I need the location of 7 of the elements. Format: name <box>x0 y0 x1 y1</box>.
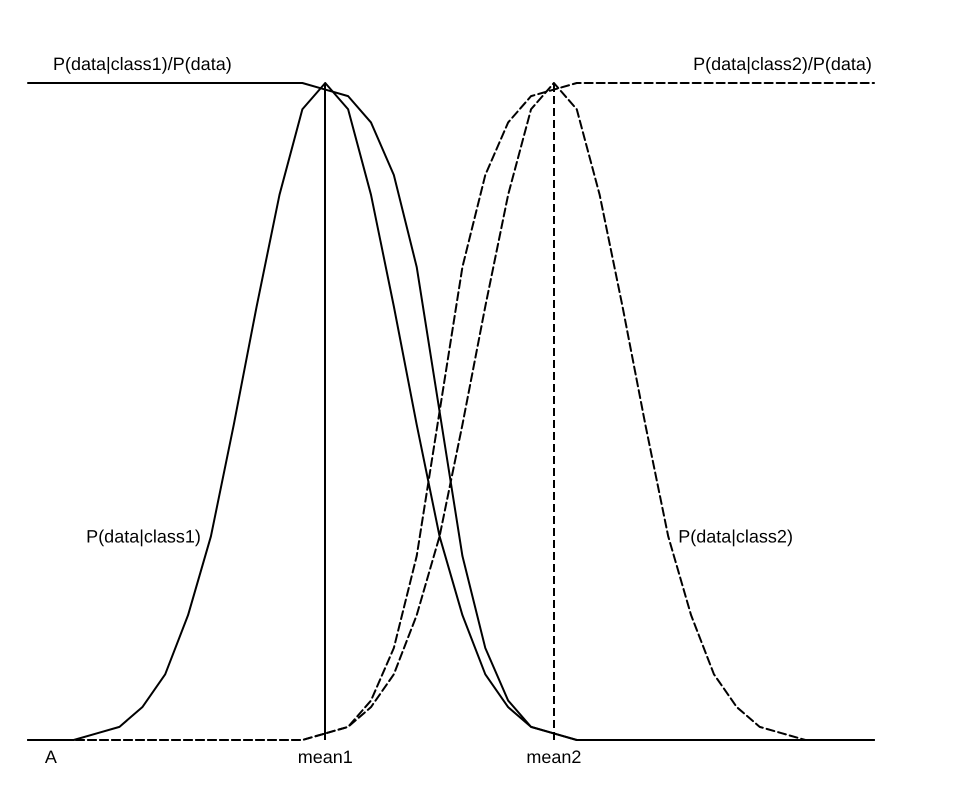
series-label: P(data|class1)/P(data) <box>52 54 232 74</box>
series-label: P(data|class2) <box>678 526 793 546</box>
x-tick-label: A <box>44 747 57 767</box>
series-label: P(data|class2)/P(data) <box>693 54 872 74</box>
series-label: P(data|class1) <box>86 526 201 546</box>
x-tick-label: mean1 <box>298 747 353 767</box>
x-tick-label: mean2 <box>526 747 582 767</box>
